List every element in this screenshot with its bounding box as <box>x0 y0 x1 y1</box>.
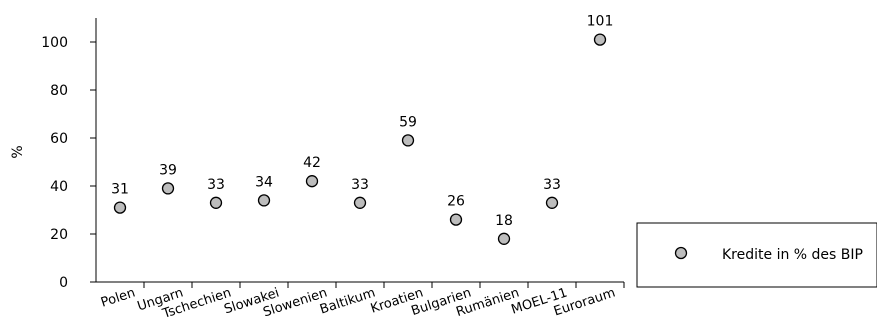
y-tick-label: 80 <box>50 83 68 99</box>
data-point <box>113 201 127 214</box>
axes <box>95 18 624 283</box>
data-point <box>161 182 175 195</box>
y-axis-ticks: 0 20 40 60 80 100 <box>41 35 96 291</box>
data-label: 18 <box>495 213 513 229</box>
data-point <box>353 196 367 209</box>
data-point <box>497 232 511 245</box>
data-point <box>305 175 319 188</box>
data-label: 42 <box>303 155 321 171</box>
data-label: 34 <box>255 174 273 190</box>
data-points <box>113 33 607 245</box>
data-label: 101 <box>587 14 614 30</box>
data-label: 33 <box>543 177 561 193</box>
data-label: 33 <box>351 177 369 193</box>
y-tick-label: 40 <box>50 179 68 195</box>
y-tick-label: 100 <box>41 35 68 51</box>
data-point <box>449 213 463 226</box>
data-label: 59 <box>399 114 417 130</box>
data-label: 26 <box>447 194 465 210</box>
y-axis-label: % <box>10 145 26 158</box>
data-point <box>209 196 223 209</box>
legend: Kredite in % des BIP <box>636 222 877 288</box>
data-label: 31 <box>111 182 129 198</box>
x-category-label: Polen <box>99 286 137 311</box>
y-tick-label: 20 <box>50 227 68 243</box>
data-point <box>257 194 271 207</box>
data-point <box>545 196 559 209</box>
data-labels: 31 39 33 34 42 33 59 26 18 33 101 <box>111 14 613 229</box>
data-label: 39 <box>159 162 177 178</box>
y-tick-label: 60 <box>50 131 68 147</box>
data-point <box>593 33 607 46</box>
y-tick-label: 0 <box>59 275 68 291</box>
legend-label: Kredite in % des BIP <box>722 247 863 263</box>
data-label: 33 <box>207 177 225 193</box>
data-point <box>401 134 415 147</box>
legend-marker <box>674 246 688 260</box>
x-axis-categories: PolenUngarnTschechienSlowakeiSlowenienBa… <box>99 282 625 322</box>
